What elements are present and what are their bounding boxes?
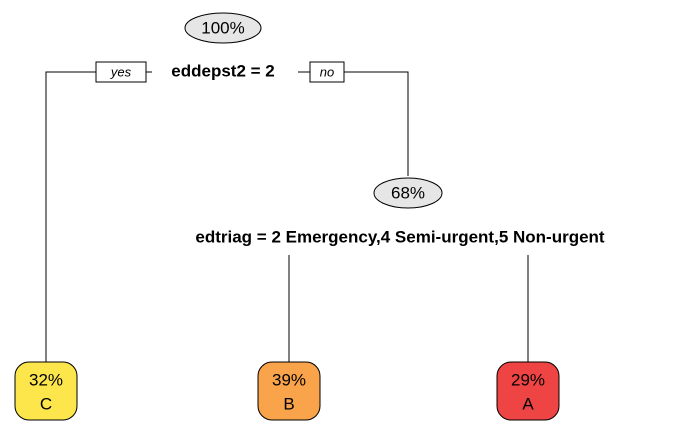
edge-yes xyxy=(45,71,96,362)
split-label: edtriag = 2 Emergency,4 Semi-urgent,5 No… xyxy=(195,227,605,246)
internal-node xyxy=(373,177,443,209)
split-label: eddepst2 = 2 xyxy=(171,61,274,80)
leaf-class: B xyxy=(283,394,294,413)
leaf-node xyxy=(496,361,560,421)
leaf-percent: 32% xyxy=(29,370,63,389)
yes-box xyxy=(95,61,147,83)
yes-label: yes xyxy=(110,64,132,79)
leaf-class: C xyxy=(40,394,52,413)
root-node xyxy=(184,12,262,44)
leaves: 32% C 39% B 29% A xyxy=(14,361,560,421)
leaf-node xyxy=(257,361,321,421)
leaf-percent: 29% xyxy=(511,370,545,389)
leaf-node xyxy=(14,361,78,421)
no-label: no xyxy=(320,64,334,79)
root-percent: 100% xyxy=(201,18,244,37)
edge-no xyxy=(344,71,409,176)
node-percent: 68% xyxy=(391,183,425,202)
no-box xyxy=(309,61,345,83)
leaf-percent: 39% xyxy=(272,370,306,389)
leaf-class: A xyxy=(522,394,534,413)
